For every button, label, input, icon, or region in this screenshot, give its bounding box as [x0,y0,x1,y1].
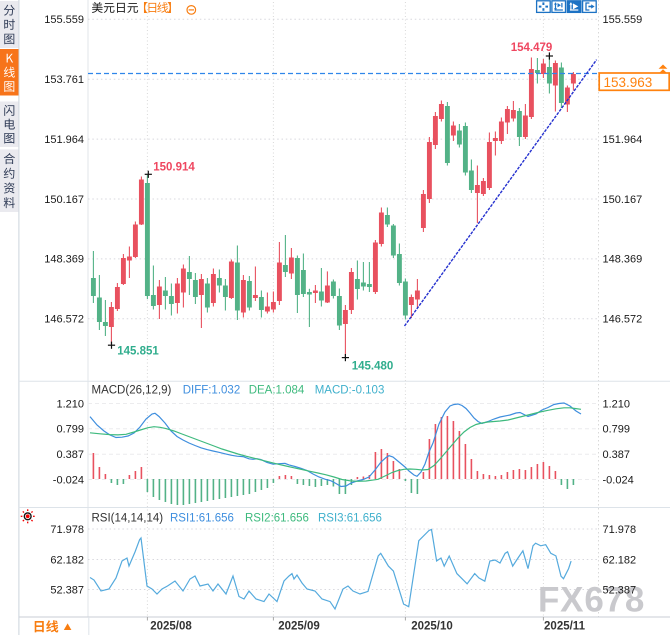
svg-text:0.387: 0.387 [56,449,84,461]
svg-text:DEA:1.084: DEA:1.084 [249,385,305,397]
svg-text:153.761: 153.761 [44,74,84,86]
svg-text:155.559: 155.559 [603,14,643,26]
svg-text:148.369: 148.369 [44,254,84,266]
svg-text:150.167: 150.167 [603,194,643,206]
svg-text:0.799: 0.799 [56,424,84,436]
svg-text:52.387: 52.387 [50,584,84,596]
svg-text:145.851: 145.851 [117,346,159,358]
svg-text:RSI(14,14,14): RSI(14,14,14) [92,513,164,525]
svg-text:62.182: 62.182 [603,554,637,566]
svg-text:MACD(26,12,9): MACD(26,12,9) [92,385,172,397]
svg-text:DIFF:1.032: DIFF:1.032 [183,385,241,397]
svg-text:155.559: 155.559 [44,14,84,26]
svg-text:2025/09: 2025/09 [278,621,320,633]
svg-text:153.963: 153.963 [604,75,653,90]
svg-text:150.914: 150.914 [153,162,195,174]
svg-text:0.387: 0.387 [603,449,631,461]
svg-text:1.210: 1.210 [603,398,631,410]
svg-text:151.964: 151.964 [44,134,84,146]
svg-text:RSI3:61.656: RSI3:61.656 [318,513,382,525]
svg-text:-0.024: -0.024 [53,474,84,486]
svg-text:146.572: 146.572 [603,314,643,326]
svg-text:71.978: 71.978 [50,524,84,536]
svg-text:151.964: 151.964 [603,134,643,146]
svg-text:154.479: 154.479 [511,42,553,54]
svg-text:146.572: 146.572 [44,314,84,326]
svg-text:52.387: 52.387 [603,584,637,596]
svg-text:MACD:-0.103: MACD:-0.103 [315,385,385,397]
svg-text:-0.024: -0.024 [603,474,634,486]
svg-text:148.369: 148.369 [603,254,643,266]
svg-text:RSI2:61.656: RSI2:61.656 [245,513,309,525]
svg-text:RSI1:61.656: RSI1:61.656 [170,513,234,525]
svg-text:62.182: 62.182 [50,554,84,566]
svg-text:145.480: 145.480 [352,361,394,373]
svg-text:2025/11: 2025/11 [544,621,586,633]
svg-text:2025/10: 2025/10 [411,621,453,633]
svg-text:FX678: FX678 [538,581,645,620]
svg-text:0.799: 0.799 [603,424,631,436]
svg-text:2025/08: 2025/08 [150,621,192,633]
svg-text:150.167: 150.167 [44,194,84,206]
svg-text:71.978: 71.978 [603,524,637,536]
svg-text:1.210: 1.210 [56,398,84,410]
